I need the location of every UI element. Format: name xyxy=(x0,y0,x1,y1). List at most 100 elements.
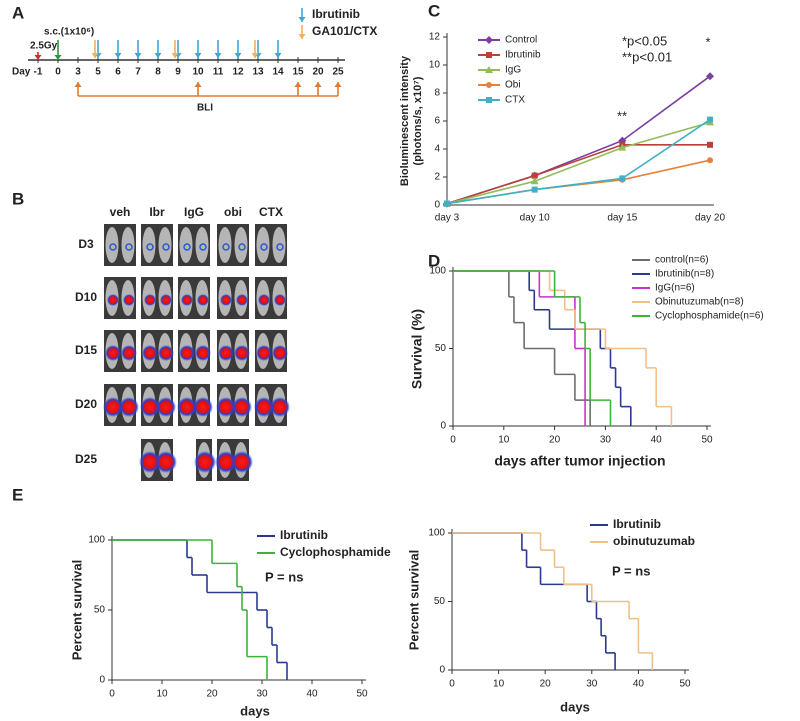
x-tick-label: 40 xyxy=(633,679,645,690)
x-axis-label: days xyxy=(560,699,590,714)
day-tick-label: 13 xyxy=(252,67,264,78)
treatment-arrow xyxy=(274,40,282,58)
arrow-head xyxy=(134,53,142,58)
signal xyxy=(270,397,290,417)
irradiation-arrow xyxy=(34,52,42,60)
annotation: ** xyxy=(617,108,627,123)
survival-curve xyxy=(453,270,673,426)
legend-marker xyxy=(486,52,492,58)
arrow-head xyxy=(334,82,342,87)
x-tick-label: 20 xyxy=(540,679,552,690)
day-tick-label: 10 xyxy=(192,67,204,78)
signal xyxy=(195,345,211,361)
arrow-head xyxy=(54,55,62,60)
x-tick-label: 30 xyxy=(256,689,268,700)
series-line xyxy=(446,144,710,205)
data-point xyxy=(707,157,713,164)
signal xyxy=(162,243,170,251)
legend-label: obinutuzumab xyxy=(613,534,695,548)
group-label: veh xyxy=(110,205,131,219)
panel-label: C xyxy=(428,1,440,20)
arrow-head xyxy=(274,53,282,58)
legend-label: Obinutuzumab(n=8) xyxy=(655,297,744,308)
y-tick-label: 0 xyxy=(440,421,446,432)
signal xyxy=(216,397,236,417)
day-tick-label: 20 xyxy=(312,67,324,78)
arrow-head xyxy=(194,53,202,58)
signal xyxy=(125,243,133,251)
x-tick-label: 40 xyxy=(651,435,663,446)
bli-image xyxy=(215,439,253,481)
x-tick-label: day 3 xyxy=(435,213,460,224)
legend-marker xyxy=(485,36,493,44)
bli-arrow xyxy=(334,82,342,96)
bli-image xyxy=(104,330,137,372)
signal xyxy=(258,294,270,306)
x-tick-label: 10 xyxy=(498,435,510,446)
signal xyxy=(274,294,286,306)
bli-image xyxy=(255,224,287,266)
series-line xyxy=(446,121,711,205)
timepoint-label: D20 xyxy=(75,397,97,411)
signal xyxy=(272,345,288,361)
bli-image xyxy=(216,384,252,426)
signal xyxy=(218,345,234,361)
survival-curve xyxy=(112,539,268,680)
signal xyxy=(103,397,123,417)
x-tick-label: 10 xyxy=(493,679,505,690)
x-tick-label: day 15 xyxy=(607,213,637,224)
bli-image xyxy=(178,277,210,319)
day-tick-label: 7 xyxy=(135,67,141,78)
data-point xyxy=(706,72,714,81)
x-tick-label: 30 xyxy=(586,679,598,690)
signal xyxy=(139,451,161,473)
signal xyxy=(197,294,209,306)
signal xyxy=(234,345,250,361)
arrow-head xyxy=(34,55,42,60)
bli-image xyxy=(103,384,139,426)
arrow-head xyxy=(251,53,259,58)
group-label: Ibr xyxy=(149,205,165,219)
legend-label: Ibrutinib xyxy=(505,50,541,61)
bli-image xyxy=(104,224,136,266)
treatment-arrow xyxy=(154,40,162,58)
irradiation-label: 2.5Gy xyxy=(30,41,58,52)
bli-image xyxy=(194,439,216,481)
signal xyxy=(260,243,268,251)
treatment-arrow xyxy=(194,40,202,58)
signal xyxy=(179,345,195,361)
bli-arrow xyxy=(314,82,322,96)
data-point xyxy=(707,116,713,123)
signal xyxy=(276,243,284,251)
day-label: Day xyxy=(12,67,31,78)
y-tick-label: 50 xyxy=(435,343,447,354)
signal xyxy=(155,451,177,473)
treatment-arrow xyxy=(91,40,99,58)
legend-marker xyxy=(485,66,493,73)
mouse xyxy=(195,227,209,263)
signal xyxy=(144,294,156,306)
y-axis-label: Bioluminescent intensity xyxy=(399,55,411,186)
treatment-legend-label: GA101/CTX xyxy=(312,24,377,38)
group-label: obi xyxy=(224,205,242,219)
x-tick-label: 50 xyxy=(356,689,368,700)
bli-image xyxy=(254,384,290,426)
signal xyxy=(256,345,272,361)
x-tick-label: 50 xyxy=(679,679,691,690)
signal xyxy=(142,345,158,361)
bli-image xyxy=(141,224,173,266)
timepoint-label: D15 xyxy=(75,343,97,357)
y-tick-label: 8 xyxy=(434,88,440,99)
signal xyxy=(193,397,213,417)
panel-label: B xyxy=(12,189,24,208)
bli-image xyxy=(217,330,250,372)
y-tick-label: 4 xyxy=(434,144,440,155)
signal xyxy=(123,294,135,306)
data-point xyxy=(618,143,627,151)
survival-curve xyxy=(452,532,654,670)
signal xyxy=(220,294,232,306)
y-axis-label: Percent survival xyxy=(69,560,84,660)
x-tick-label: 50 xyxy=(701,435,713,446)
day-tick-label: 0 xyxy=(55,67,61,78)
mouse xyxy=(234,227,248,263)
